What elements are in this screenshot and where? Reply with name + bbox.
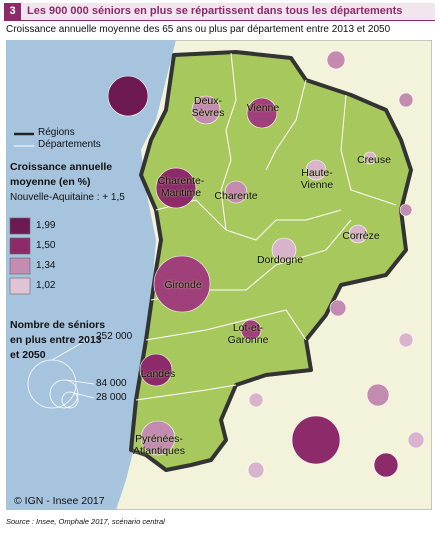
header-bar: 3 Les 900 000 séniors en plus se réparti…	[4, 3, 435, 21]
legend-size-circles	[27, 335, 95, 409]
department-label: Pyrénées-Atlantiques	[133, 433, 185, 457]
department-label: Creuse	[357, 154, 391, 166]
legend-class: 1,34	[36, 260, 56, 271]
department-label: Haute-Vienne	[300, 167, 334, 191]
header-title: Les 900 000 séniors en plus se répartiss…	[27, 5, 403, 17]
department-label: Charente	[214, 190, 258, 202]
legend-size: 28 000	[96, 392, 127, 403]
source: Source : Insee, Omphale 2017, scénario c…	[6, 517, 165, 526]
legend-size: 84 000	[96, 378, 127, 389]
legend-size-title: Nombre de séniors en plus entre 2013 et …	[10, 319, 106, 361]
legend-class: 1,99	[36, 220, 56, 231]
department-label: Dordogne	[256, 254, 304, 266]
map	[6, 40, 432, 510]
legend-class: 1,50	[36, 240, 56, 251]
department-label: Gironde	[164, 279, 202, 291]
department-label: Charente-Maritime	[157, 175, 205, 199]
department-label: Corrèze	[342, 230, 380, 242]
legend-growth-note: Nouvelle-Aquitaine : + 1,5	[10, 192, 125, 203]
legend-lines	[14, 132, 34, 147]
department-label: Vienne	[246, 102, 280, 114]
department-label: Deux-Sèvres	[191, 95, 225, 119]
department-label: Lot-et-Garonne	[227, 322, 269, 346]
header-number: 3	[4, 3, 21, 20]
legend-growth-title: Croissance annuelle moyenne (en %)	[10, 161, 113, 188]
legend-swatches	[9, 217, 31, 295]
legend-class: 1,02	[36, 280, 56, 291]
copyright: © IGN - Insee 2017	[14, 495, 105, 507]
legend-departements: Départements	[38, 139, 101, 150]
legend-regions: Régions	[38, 127, 75, 138]
legend-size: 252 000	[96, 331, 133, 342]
markers	[107, 50, 425, 479]
department-label: Landes	[140, 368, 176, 380]
sea	[6, 40, 176, 510]
subtitle: Croissance annuelle moyenne des 65 ans o…	[6, 24, 391, 35]
